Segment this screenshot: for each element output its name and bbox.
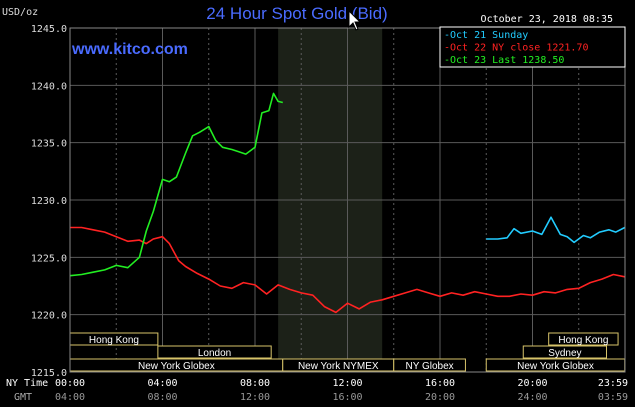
y-tick-label: 1245.0 xyxy=(31,24,67,35)
y-axis-unit-label: USD/oz xyxy=(2,7,38,18)
series-lines xyxy=(69,92,626,314)
session-label: New York Globex xyxy=(517,361,594,372)
session-label: Hong Kong xyxy=(89,335,139,346)
legend-box xyxy=(439,26,626,68)
gmt-tick-label: 20:00 xyxy=(425,392,455,403)
mouse-cursor-icon xyxy=(348,9,362,31)
session-bar xyxy=(393,358,466,372)
y-tick-label: 1225.0 xyxy=(31,253,67,264)
plot-border xyxy=(69,27,626,373)
y-tick-label: 1235.0 xyxy=(31,139,67,150)
x-tick-label: 12:00 xyxy=(332,378,362,389)
y-tick-label: 1230.0 xyxy=(31,196,67,207)
timestamp: October 23, 2018 08:35 xyxy=(481,14,613,25)
x-tick-label: 16:00 xyxy=(425,378,455,389)
chart-title: 24 Hour Spot Gold (Bid) xyxy=(206,4,387,23)
session-bars: Hong Kong London New York Globex New York N… xyxy=(69,332,626,372)
x-tick-label: 04:00 xyxy=(147,378,177,389)
session-label: Sydney xyxy=(548,348,581,359)
gmt-tick-label: 04:00 xyxy=(55,392,85,403)
ny-time-label: NY Time xyxy=(6,378,48,389)
legend: -Oct 21 Sunday -Oct 22 NY close 1221.70-O… xyxy=(439,26,626,68)
x-tick-label: 08:00 xyxy=(240,378,270,389)
gmt-label: GMT xyxy=(14,392,32,403)
x-tick-label: 23:59 xyxy=(598,378,628,389)
series-line xyxy=(70,226,625,314)
y-tick-label: 1215.0 xyxy=(31,368,67,379)
y-tick-label: 1220.0 xyxy=(31,311,67,322)
website-label: www.kitco.com xyxy=(71,41,188,58)
x-tick-label: 20:00 xyxy=(517,378,547,389)
x-tick-label: 00:00 xyxy=(55,378,85,389)
y-tick-label: 1240.0 xyxy=(31,81,67,92)
session-label: New York NYMEX xyxy=(298,361,379,372)
axes: 1245.0 1240.0 1235.0 1230.0 1225.0 1220.0 1215… xyxy=(31,24,628,403)
session-label: New York Globex xyxy=(138,361,215,372)
gmt-tick-label: 16:00 xyxy=(332,392,362,403)
legend-entry: -Oct 23 Last 1238.50 xyxy=(444,55,564,66)
gmt-tick-label: 08:00 xyxy=(147,392,177,403)
series-line xyxy=(69,92,283,277)
session-label: London xyxy=(198,348,231,359)
session-label: Hong Kong xyxy=(558,335,608,346)
series-line xyxy=(486,216,626,244)
gmt-tick-label: 24:00 xyxy=(517,392,547,403)
session-label: NY Globex xyxy=(406,361,454,372)
session-bar xyxy=(522,345,607,359)
gmt-tick-label: 12:00 xyxy=(240,392,270,403)
legend-entry: -Oct 22 NY close 1221.70 xyxy=(444,43,589,54)
legend-entry: -Oct 21 Sunday xyxy=(444,30,528,41)
session-bar xyxy=(548,332,619,346)
gmt-tick-label: 03:59 xyxy=(598,392,628,403)
session-bar xyxy=(157,345,272,359)
